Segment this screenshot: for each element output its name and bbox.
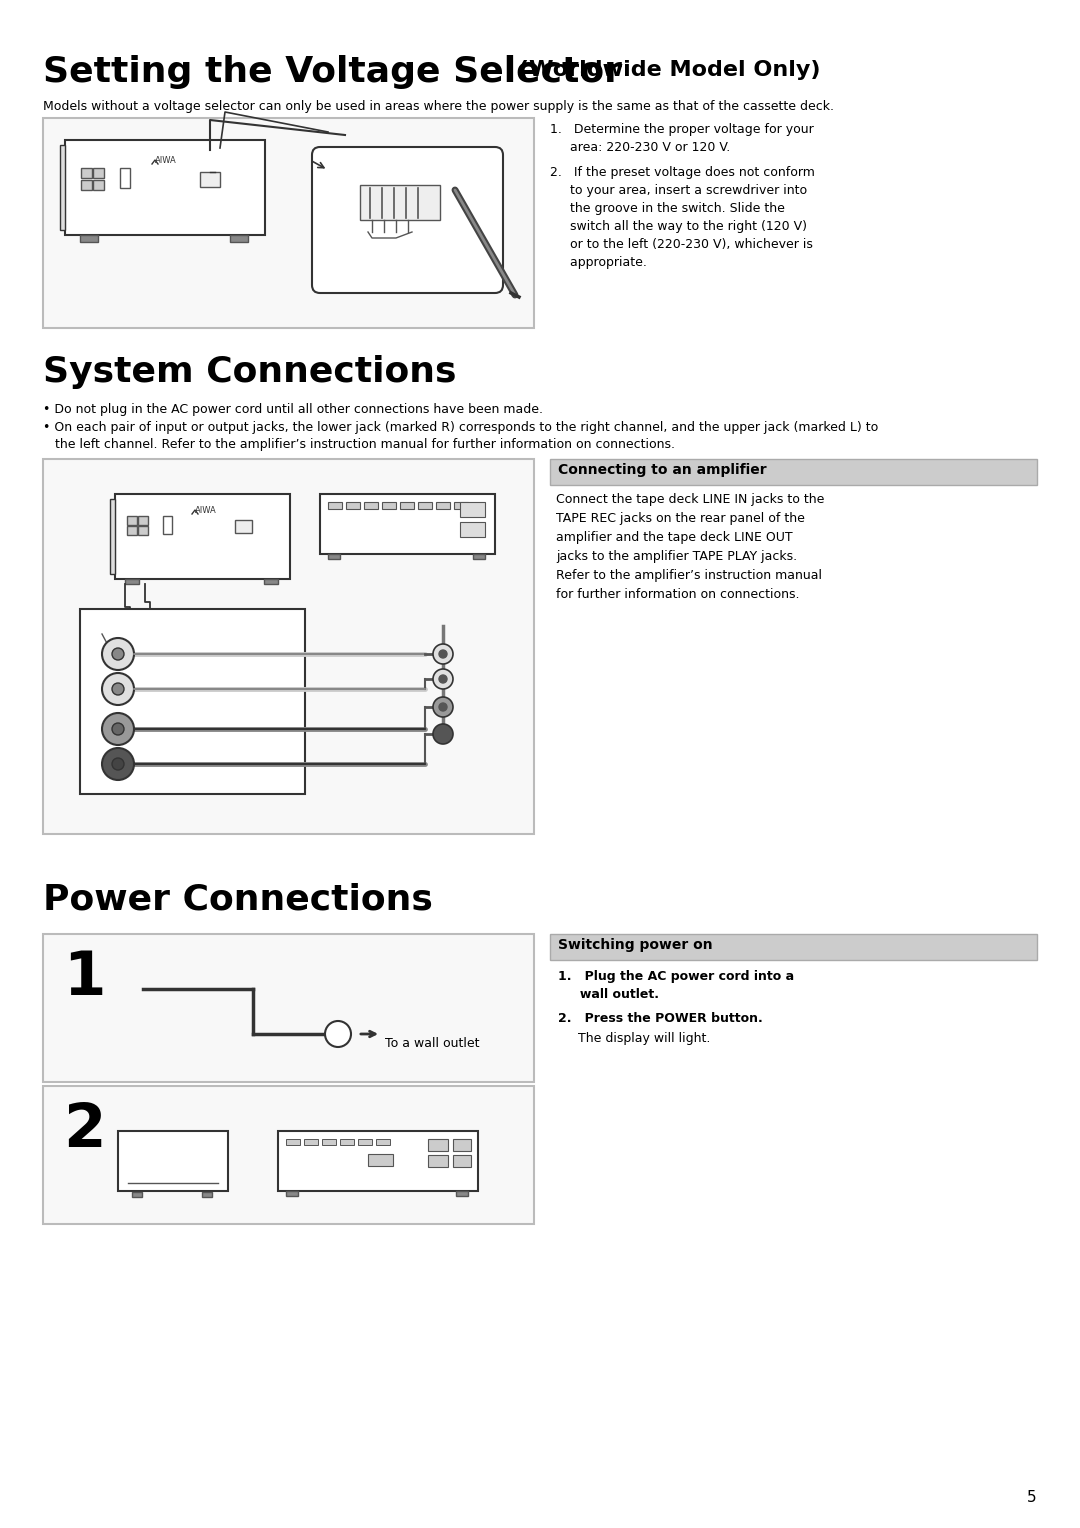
Text: 2.   Press the POWER button.: 2. Press the POWER button. — [558, 1012, 762, 1025]
Bar — [453, 1155, 471, 1167]
Text: To a wall outlet: To a wall outlet — [384, 1038, 480, 1050]
Circle shape — [433, 669, 453, 689]
Circle shape — [112, 723, 124, 735]
Bar — [202, 1192, 212, 1196]
Bar — [114, 494, 291, 579]
Circle shape — [102, 714, 134, 746]
Bar — [436, 503, 450, 509]
Bar — [163, 516, 172, 533]
Circle shape — [112, 758, 124, 770]
Bar — [65, 141, 265, 235]
Bar — [460, 523, 485, 536]
Bar — [357, 1138, 372, 1144]
FancyBboxPatch shape — [312, 147, 503, 293]
Text: 2.   If the preset voltage does not conform
     to your area, insert a screwdri: 2. If the preset voltage does not confor… — [550, 167, 815, 269]
Bar — [127, 516, 137, 526]
Bar — [454, 503, 468, 509]
Bar — [118, 1131, 228, 1190]
Bar — [550, 934, 1037, 960]
Bar — [264, 579, 278, 584]
Bar — [110, 500, 114, 575]
Bar — [81, 168, 92, 177]
Bar — [138, 516, 148, 526]
Bar — [550, 458, 1037, 484]
Bar — [80, 610, 305, 795]
Text: Switching power on: Switching power on — [558, 938, 713, 952]
Bar — [303, 1138, 318, 1144]
Bar — [93, 180, 104, 189]
Bar — [286, 1138, 300, 1144]
Bar — [346, 503, 360, 509]
Bar — [43, 118, 534, 329]
Bar — [376, 1138, 390, 1144]
Bar — [278, 1131, 478, 1190]
Bar — [93, 168, 104, 177]
Bar — [428, 1138, 448, 1151]
Circle shape — [325, 1021, 351, 1047]
Text: (Worldwide Model Only): (Worldwide Model Only) — [511, 60, 821, 79]
Bar — [418, 503, 432, 509]
Circle shape — [112, 648, 124, 660]
Bar — [200, 173, 220, 186]
Circle shape — [433, 724, 453, 744]
Circle shape — [112, 683, 124, 695]
Text: The display will light.: The display will light. — [558, 1031, 711, 1045]
Bar — [230, 235, 248, 241]
Text: 1.   Determine the proper voltage for your
     area: 220-230 V or 120 V.: 1. Determine the proper voltage for your… — [550, 122, 813, 154]
Text: • On each pair of input or output jacks, the lower jack (marked R) corresponds t: • On each pair of input or output jacks,… — [43, 422, 878, 451]
Text: • Do not plug in the AC power cord until all other connections have been made.: • Do not plug in the AC power cord until… — [43, 403, 543, 416]
Text: 1: 1 — [63, 949, 106, 1008]
Bar — [80, 235, 98, 241]
Text: 2: 2 — [63, 1102, 106, 1160]
Bar — [428, 1155, 448, 1167]
Circle shape — [438, 675, 447, 683]
Bar — [120, 168, 130, 188]
Text: Connect the tape deck LINE IN jacks to the
TAPE REC jacks on the rear panel of t: Connect the tape deck LINE IN jacks to t… — [556, 494, 824, 601]
Bar — [320, 494, 495, 555]
Bar — [360, 185, 440, 220]
Text: Power Connections: Power Connections — [43, 882, 433, 915]
Text: 1.   Plug the AC power cord into a
     wall outlet.: 1. Plug the AC power cord into a wall ou… — [558, 970, 794, 1001]
Circle shape — [102, 749, 134, 779]
Text: Models without a voltage selector can only be used in areas where the power supp: Models without a voltage selector can on… — [43, 99, 834, 113]
Bar — [235, 520, 252, 533]
Circle shape — [433, 697, 453, 717]
Bar — [382, 503, 396, 509]
Bar — [127, 526, 137, 535]
Bar — [322, 1138, 336, 1144]
Bar — [81, 180, 92, 189]
Bar — [400, 503, 414, 509]
Text: AIWA: AIWA — [156, 156, 177, 165]
Circle shape — [433, 643, 453, 665]
Circle shape — [438, 649, 447, 659]
Bar — [138, 526, 148, 535]
Text: AIWA: AIWA — [195, 506, 217, 515]
Circle shape — [438, 730, 447, 738]
Bar — [473, 555, 485, 559]
Text: System Connections: System Connections — [43, 354, 457, 390]
Bar — [340, 1138, 354, 1144]
Circle shape — [102, 672, 134, 704]
Bar — [286, 1190, 298, 1196]
Bar — [125, 579, 139, 584]
Circle shape — [438, 703, 447, 711]
Bar — [43, 458, 534, 834]
Bar — [456, 1190, 468, 1196]
Bar — [328, 503, 342, 509]
Bar — [328, 555, 340, 559]
Text: 5: 5 — [1027, 1490, 1037, 1505]
Text: Connecting to an amplifier: Connecting to an amplifier — [558, 463, 767, 477]
Bar — [132, 1192, 141, 1196]
Bar — [460, 503, 485, 516]
Text: Setting the Voltage Selector: Setting the Voltage Selector — [43, 55, 622, 89]
Circle shape — [102, 639, 134, 669]
Bar — [60, 145, 65, 231]
Bar — [368, 1154, 393, 1166]
Bar — [43, 934, 534, 1082]
Bar — [364, 503, 378, 509]
Bar — [43, 1086, 534, 1224]
Bar — [453, 1138, 471, 1151]
